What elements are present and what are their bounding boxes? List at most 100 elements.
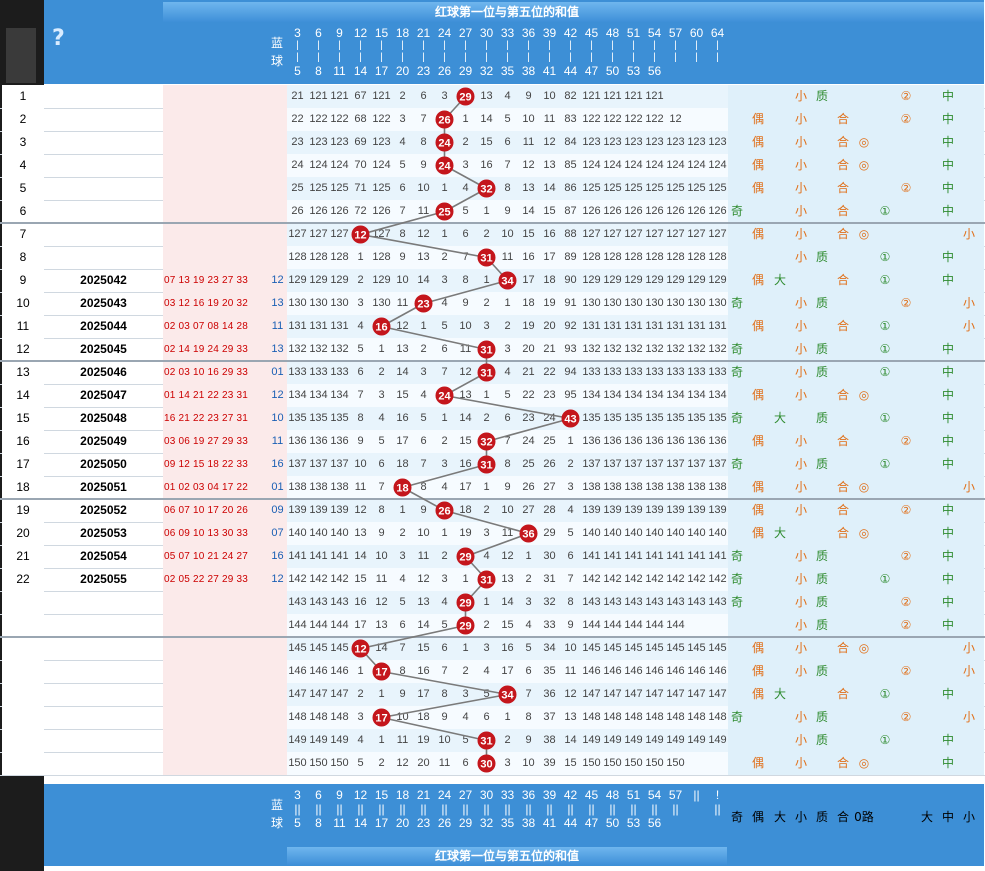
composite-mark: 合 <box>836 480 849 494</box>
miss-count-cell: 129 <box>687 274 706 286</box>
table-row: 4 24 124 124 70 124 5 9 3 16 7 12 13 85 124 124 124 124 12… <box>0 154 985 178</box>
column-divider: | <box>612 802 616 816</box>
miss-count-cell: 128 <box>372 251 391 263</box>
small-mark: 小 <box>794 388 807 402</box>
miss-count-cell: 2 <box>483 297 490 309</box>
miss-count-cell: 2 <box>399 90 406 102</box>
column-divider: | <box>695 40 698 51</box>
miss-count-cell: 6 <box>378 458 385 470</box>
row-index: 7 <box>2 223 44 246</box>
miss-count-cell: 87 <box>564 205 577 217</box>
sum-ball: 29 <box>456 547 475 566</box>
miss-count-cell: 9 <box>504 481 511 493</box>
row-index: 18 <box>2 476 44 499</box>
small-mark: 小 <box>794 549 807 563</box>
red-balls: 07 13 19 23 27 33 <box>163 269 269 292</box>
small-mark: 小 <box>794 181 807 195</box>
miss-count-cell: 10 <box>543 90 556 102</box>
footer-attr-label: 大 <box>920 810 933 824</box>
miss-count-cell: 14 <box>396 366 409 378</box>
miss-count-cell: 132 <box>603 343 622 355</box>
sum-ball-value: 29 <box>459 621 471 633</box>
miss-count-cell: 139 <box>708 504 727 516</box>
miss-count-cell: 123 <box>687 136 706 148</box>
header-column-label: 60 | | <box>686 26 707 64</box>
miss-count-cell: 94 <box>564 366 577 378</box>
miss-count-cell: 71 <box>354 182 367 194</box>
prime-mark: 质 <box>815 342 828 356</box>
header-column-label: 64 | | <box>707 26 728 64</box>
miss-count-cell: 16 <box>543 228 556 240</box>
miss-count-cell: 9 <box>525 90 532 102</box>
miss-count-cell: 129 <box>708 274 727 286</box>
miss-count-cell: 129 <box>309 274 328 286</box>
miss-count-cell: 10 <box>417 182 430 194</box>
miss-count-cell: 138 <box>288 481 307 493</box>
table-row: 14 2025047 01 14 21 22 23 31 12 134 134 134 7 3 1… <box>0 384 985 408</box>
route-2-mark: ② <box>900 89 912 103</box>
even-mark: 偶 <box>751 135 764 149</box>
header-title: 红球第一位与第五位的和值 <box>434 5 579 19</box>
miss-count-cell: 142 <box>645 573 664 585</box>
sum-cells: 132 132 132 5 1 13 2 6 11 3 20 21 93 132 132 132 132 132 1… <box>287 338 728 361</box>
column-divider: | <box>296 52 299 63</box>
miss-count-cell: 129 <box>582 274 601 286</box>
miss-count-cell: 8 <box>399 228 406 240</box>
miss-count-cell: 3 <box>441 458 448 470</box>
sidebar-block <box>6 28 36 83</box>
miss-count-cell: 17 <box>459 481 472 493</box>
table-row: 15 2025048 16 21 22 23 27 31 10 135 135 135 8 4 1… <box>0 407 985 431</box>
miss-count-cell: 140 <box>603 527 622 539</box>
miss-count-cell: 16 <box>396 412 409 424</box>
small-mark: 小 <box>794 503 807 517</box>
miss-count-cell: 16 <box>480 159 493 171</box>
miss-count-cell: 8 <box>420 481 427 493</box>
column-top-value: 3 <box>294 788 301 802</box>
miss-count-cell: 127 <box>603 228 622 240</box>
miss-count-cell: 10 <box>354 458 367 470</box>
miss-count-cell: 2 <box>441 550 448 562</box>
column-bottom-value: 50 <box>605 64 620 78</box>
row-index: 14 <box>2 384 44 407</box>
miss-count-cell: 5 <box>504 113 511 125</box>
column-bottom-value: 44 <box>563 64 578 78</box>
miss-count-cell: 124 <box>603 159 622 171</box>
trend-segment <box>360 210 445 236</box>
miss-count-cell: 8 <box>357 412 364 424</box>
miss-count-cell: 12 <box>396 320 409 332</box>
blue-ball <box>268 246 287 269</box>
miss-count-cell: 20 <box>522 343 535 355</box>
miss-count-cell: 122 <box>309 113 328 125</box>
miss-count-cell: 131 <box>645 320 664 332</box>
column-top-value: 6 <box>315 788 322 802</box>
sum-cells: 135 135 135 8 4 16 5 1 14 2 6 23 24 135 135 135 135 135 13… <box>287 407 728 430</box>
miss-count-cell: 133 <box>582 366 601 378</box>
route-0-mark: ◎ <box>858 227 870 241</box>
miss-count-cell: 24 <box>291 159 304 171</box>
miss-count-cell: 14 <box>459 412 472 424</box>
column-bottom-value: 11 <box>333 816 346 830</box>
column-bottom-value: 29 <box>458 64 473 78</box>
header-column-label: 39 | | 41 <box>539 26 560 78</box>
miss-count-cell: 2 <box>357 274 364 286</box>
mid-mark: 中 <box>941 388 954 402</box>
miss-count-cell: 7 <box>357 389 364 401</box>
sum-ball: 23 <box>414 294 433 313</box>
miss-count-cell: 11 <box>417 550 430 562</box>
miss-count-cell: 132 <box>330 343 349 355</box>
sum-cells: 141 141 141 14 10 3 11 2 4 12 1 30 6 141 141 141 141 141 1… <box>287 545 728 568</box>
miss-count-cell: 67 <box>354 90 367 102</box>
header-title-band <box>163 2 984 22</box>
column-divider: | <box>590 40 593 51</box>
header-column-label: 48 | | 50 <box>602 26 623 78</box>
row-index: 21 <box>2 545 44 568</box>
miss-count-cell: 125 <box>309 182 328 194</box>
blue-ball: 13 <box>268 292 287 315</box>
miss-count-cell: 2 <box>525 573 532 585</box>
miss-count-cell: 130 <box>624 297 643 309</box>
blue-ball <box>268 223 287 246</box>
red-balls: 06 07 10 17 20 26 <box>163 499 269 522</box>
small-mark: 小 <box>794 480 807 494</box>
column-top-value: 64 <box>710 26 725 40</box>
miss-count-cell: 3 <box>441 573 448 585</box>
